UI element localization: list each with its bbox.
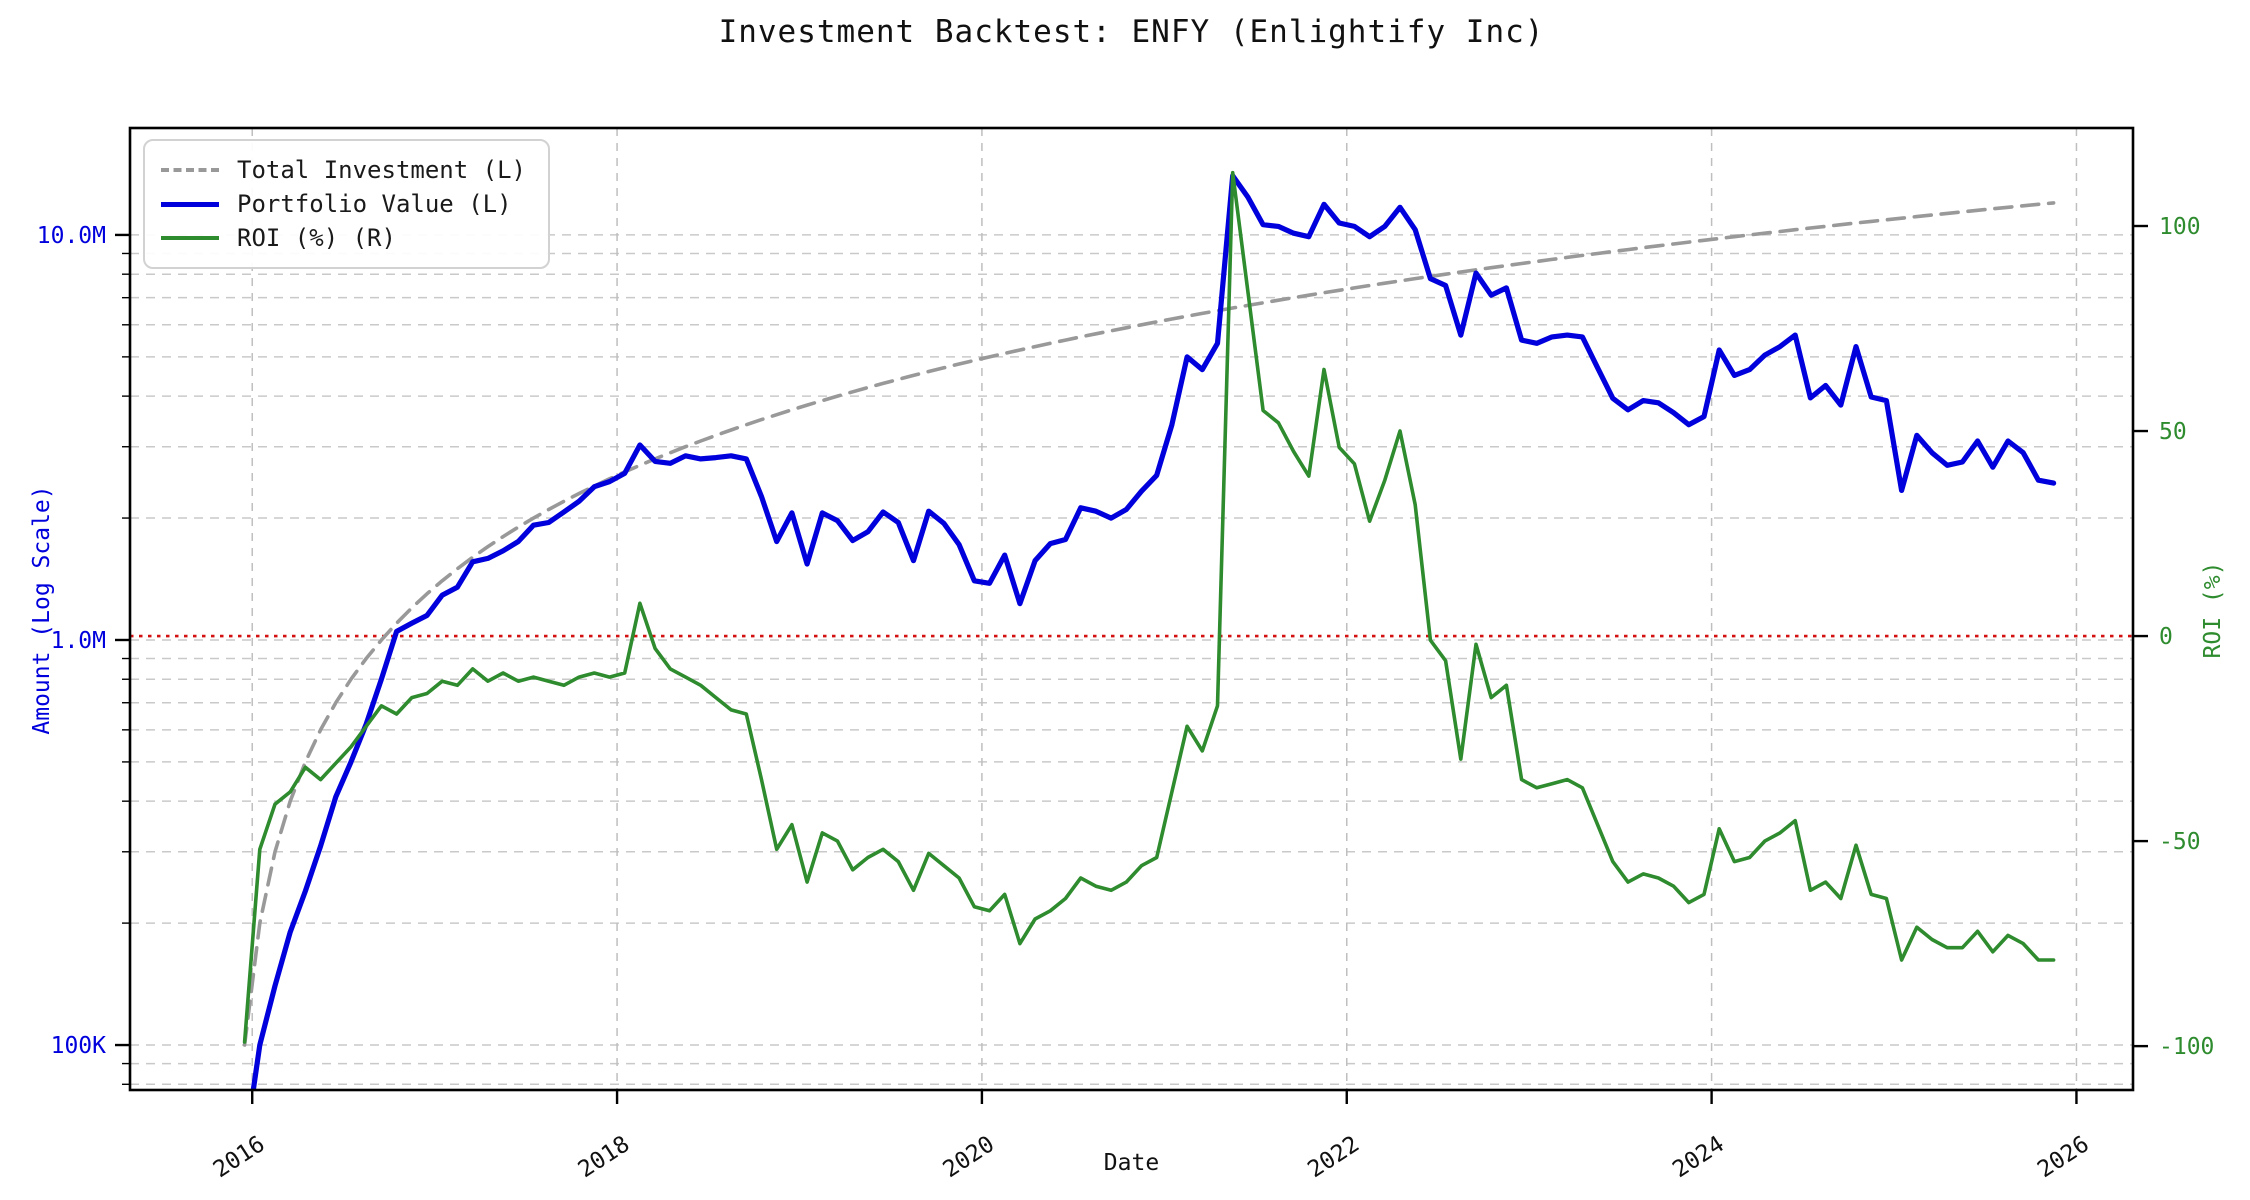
total-investment-line [242,201,2056,1047]
solid-green-line-swatch-icon [161,236,219,240]
y-right-tick-label: -50 [2159,829,2201,855]
chart-title: Investment Backtest: ENFY (Enlightify In… [718,14,1545,50]
left-axis-label: Amount (Log Scale) [29,485,55,735]
portfolio-value-line [250,173,2057,1090]
dashed-line-swatch-icon [161,168,219,172]
plot-border [128,126,2135,1092]
right-axis-label: ROI (%) [2200,561,2226,659]
legend-entry-portfolio-value: Portfolio Value (L) [161,187,526,221]
legend-label: ROI (%) (R) [237,224,396,252]
y-right-tick-label: 50 [2159,419,2187,445]
legend-label: Portfolio Value (L) [237,190,512,218]
legend: Total Investment (L) Portfolio Value (L)… [143,139,550,269]
y-right-tick-label: -100 [2159,1034,2214,1060]
legend-entry-roi: ROI (%) (R) [161,221,526,255]
y-right-tick-label: 100 [2159,214,2201,240]
solid-blue-line-swatch-icon [161,201,219,207]
y-left-tick-label: 100K [51,1033,107,1059]
y-left-tick-label: 1.0M [51,628,106,654]
roi-line [242,170,2056,1044]
x-axis-label: Date [1103,1150,1160,1176]
y-left-tick-label: 10.0M [37,223,106,249]
legend-entry-total-investment: Total Investment (L) [161,153,526,187]
legend-label: Total Investment (L) [237,156,526,184]
y-right-tick-label: 0 [2159,624,2173,650]
